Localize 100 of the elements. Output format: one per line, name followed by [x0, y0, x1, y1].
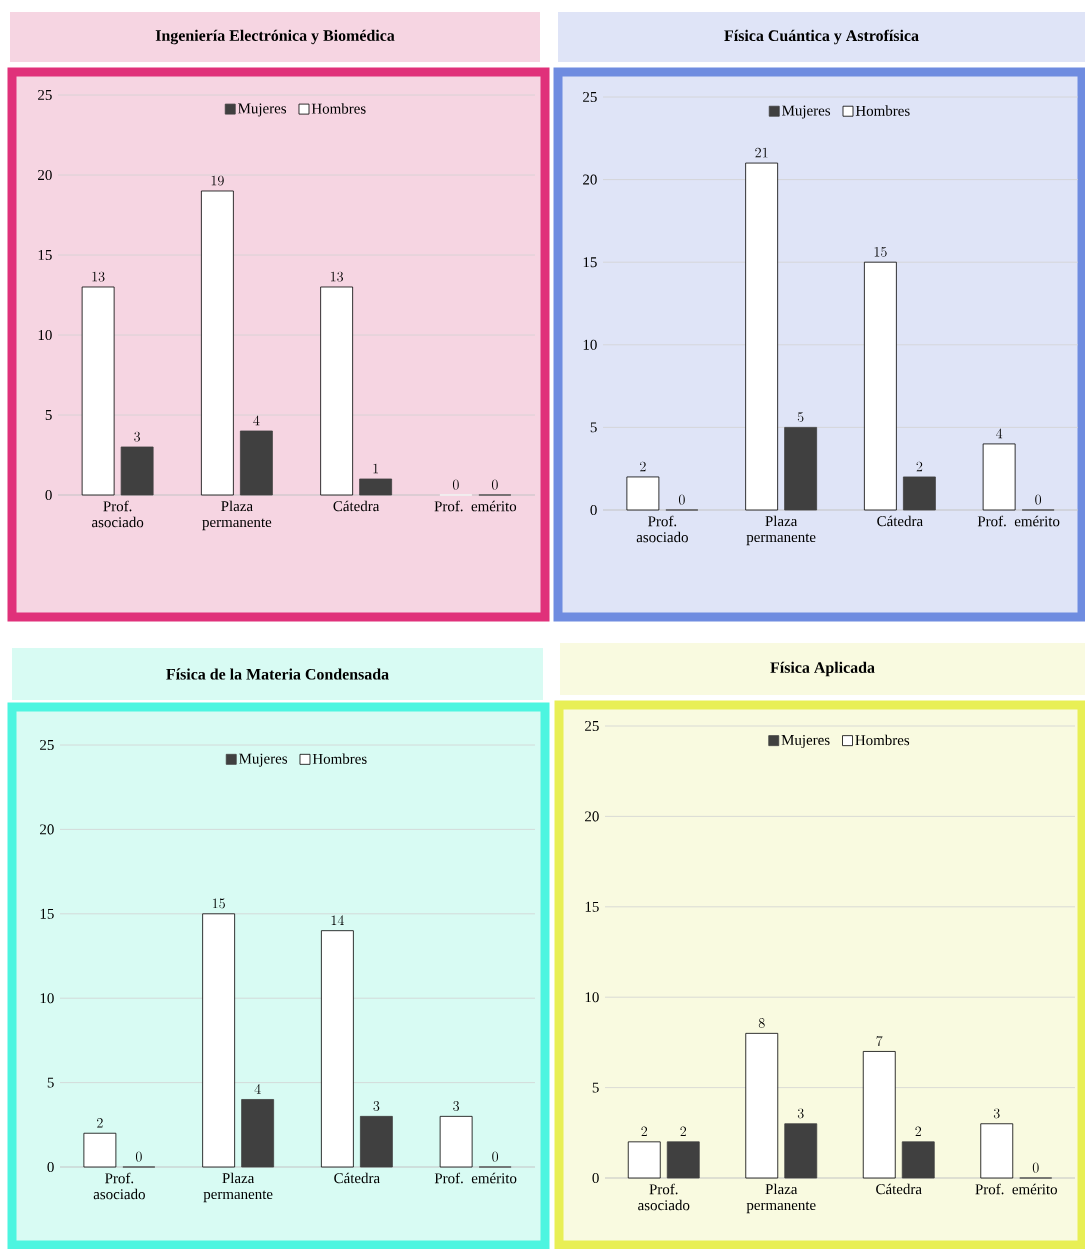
legend-label: Mujeres	[782, 105, 831, 119]
y-tick-label: 15	[40, 908, 54, 919]
x-tick-label: Prof. asociado	[93, 1172, 145, 1200]
data-label: 2	[97, 1117, 103, 1128]
x-tick-label: Plaza permanente	[202, 500, 272, 531]
chart-title: Física Aplicada	[770, 661, 875, 677]
x-tick-label: Prof. emérito	[434, 500, 517, 512]
bar	[439, 1115, 473, 1168]
bar	[320, 286, 354, 496]
y-tick-label: 5	[47, 1077, 54, 1088]
y-tick-label: 5	[590, 422, 597, 433]
data-label: 0	[491, 479, 498, 490]
y-tick-label: 20	[583, 174, 597, 185]
y-tick-label: 5	[592, 1082, 599, 1093]
data-label: 3	[453, 1101, 460, 1111]
y-tick-label: 5	[45, 410, 52, 420]
y-tick-label: 0	[592, 1172, 599, 1184]
bar	[627, 1141, 661, 1179]
data-label: 3	[993, 1108, 1000, 1119]
x-tick-label: Prof. emérito	[975, 1183, 1057, 1195]
bar	[241, 1099, 275, 1168]
y-tick-label: 10	[583, 339, 597, 350]
data-label: 2	[916, 461, 923, 472]
legend-label: Mujeres	[238, 103, 287, 117]
bar	[784, 1123, 818, 1179]
bar	[980, 1123, 1014, 1179]
bar	[902, 476, 936, 511]
data-label: 2	[915, 1126, 922, 1137]
data-label: 13	[92, 271, 105, 282]
data-label: 2	[680, 1126, 687, 1137]
data-label: 3	[134, 431, 141, 442]
y-tick-label: 0	[590, 504, 597, 516]
bar	[359, 1115, 393, 1168]
data-label: 0	[1035, 494, 1042, 505]
data-label: 5	[797, 412, 804, 422]
data-label: 14	[331, 915, 344, 925]
data-label: 7	[876, 1036, 883, 1047]
bar	[359, 478, 393, 496]
bar	[83, 1132, 117, 1168]
legend-label: Hombres	[855, 105, 910, 116]
x-tick-label: Cátedra	[334, 1172, 380, 1184]
data-label: 4	[996, 428, 1003, 439]
chart-title: Física Cuántica y Astrofísica	[724, 29, 919, 45]
y-tick-label: 20	[40, 824, 54, 835]
bar	[120, 446, 154, 496]
x-tick-label: Prof. asociado	[636, 515, 688, 543]
x-tick-label: Plaza permanente	[746, 1183, 816, 1214]
data-label: 0	[135, 1151, 142, 1162]
bar	[81, 286, 115, 496]
bar	[784, 426, 818, 511]
data-label: 15	[212, 898, 225, 909]
data-label: 8	[758, 1018, 765, 1028]
bar	[626, 476, 660, 511]
y-tick-label: 20	[38, 169, 52, 181]
data-label: 0	[1032, 1162, 1039, 1173]
y-tick-label: 10	[40, 993, 54, 1004]
data-label: 13	[330, 271, 344, 282]
bar	[745, 1032, 779, 1179]
data-label: 21	[755, 147, 768, 158]
x-tick-label: Prof. asociado	[638, 1183, 690, 1211]
y-tick-label: 25	[583, 91, 597, 102]
data-label: 2	[641, 1126, 648, 1137]
y-tick-label: 15	[38, 249, 52, 260]
data-label: 4	[254, 1084, 261, 1094]
x-tick-label: Plaza permanente	[746, 515, 816, 546]
x-tick-label: Prof. asociado	[92, 500, 144, 528]
bar	[320, 930, 354, 1168]
bar	[862, 1051, 896, 1179]
bar	[745, 162, 779, 511]
x-tick-label: Cátedra	[876, 1183, 922, 1195]
legend-label: Hombres	[312, 753, 367, 764]
data-label: 3	[373, 1101, 380, 1111]
data-label: 19	[211, 175, 224, 186]
chart-title: Ingeniería Electrónica y Biomédica	[155, 29, 395, 45]
x-tick-label: Cátedra	[877, 515, 923, 527]
y-tick-label: 10	[38, 329, 52, 341]
legend-label: Hombres	[855, 734, 910, 746]
bar	[200, 190, 234, 496]
bar	[863, 261, 897, 511]
bar	[901, 1141, 935, 1179]
data-label: 0	[678, 494, 685, 505]
x-tick-label: Prof. emérito	[977, 515, 1060, 527]
y-tick-label: 25	[38, 89, 52, 100]
data-label: 15	[874, 246, 887, 257]
data-label: 3	[797, 1108, 804, 1119]
data-label: 0	[452, 479, 459, 490]
x-tick-label: Plaza permanente	[203, 1172, 273, 1203]
bar	[982, 443, 1016, 511]
bar	[666, 1141, 700, 1179]
y-tick-label: 15	[583, 257, 597, 268]
y-tick-label: 20	[585, 811, 599, 822]
y-tick-label: 0	[47, 1161, 54, 1173]
legend-label: Hombres	[311, 103, 366, 114]
legend-label: Mujeres	[781, 734, 830, 749]
data-label: 4	[253, 415, 260, 426]
y-tick-label: 10	[585, 992, 599, 1003]
data-label: 1	[373, 463, 378, 474]
legend-label: Mujeres	[239, 753, 288, 767]
y-tick-label: 25	[40, 739, 54, 751]
y-tick-label: 0	[45, 489, 52, 501]
